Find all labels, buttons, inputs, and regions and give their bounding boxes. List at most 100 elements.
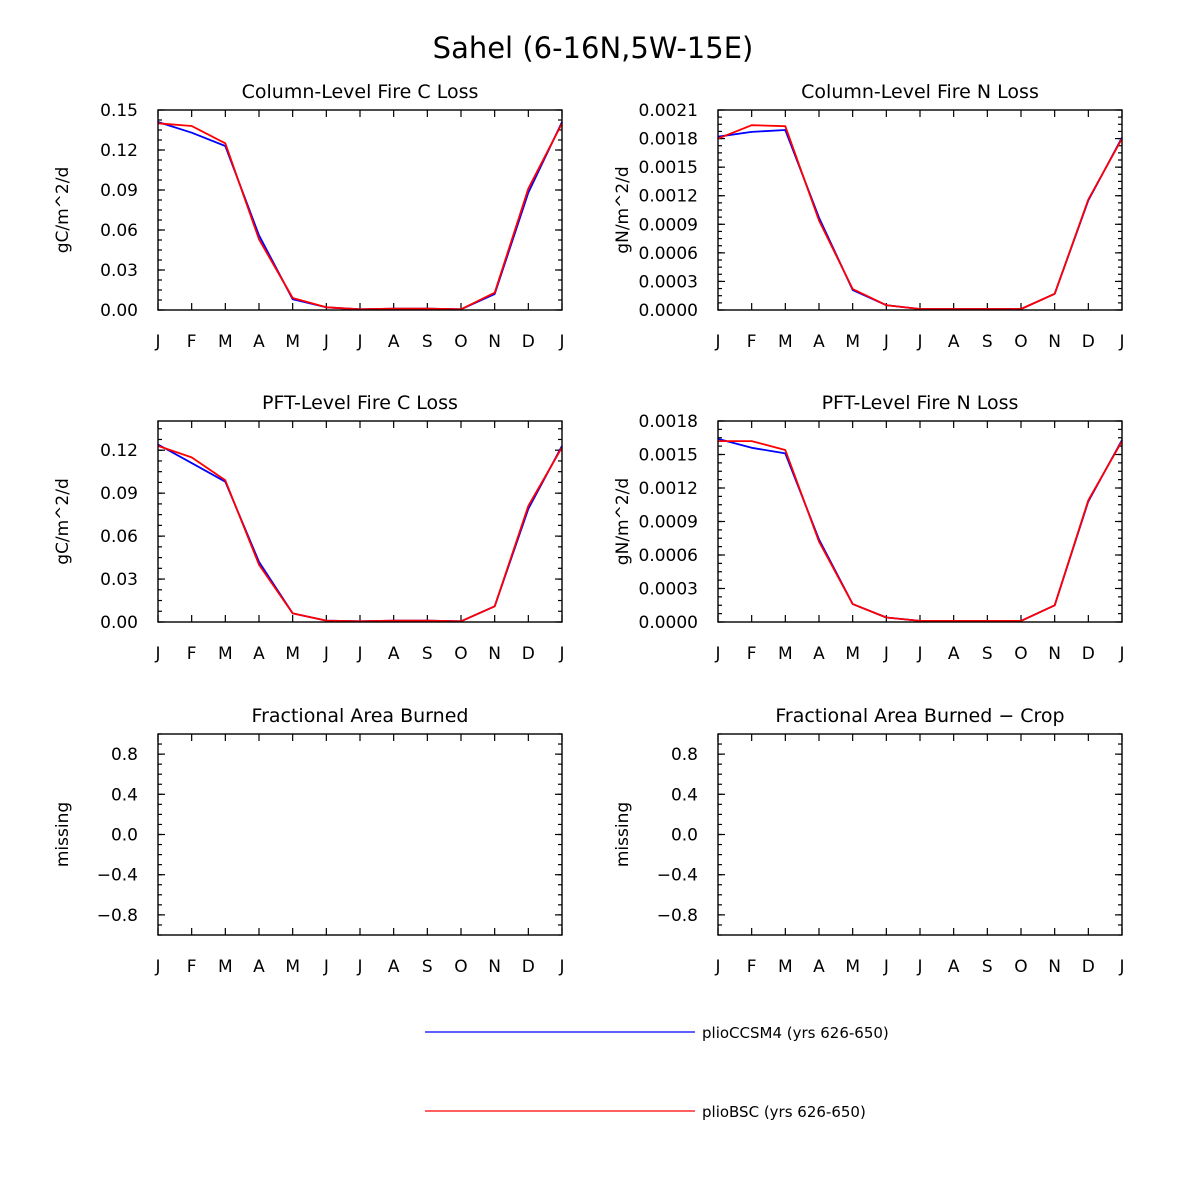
x-tick-label: J (323, 332, 329, 352)
x-tick-label: A (253, 957, 265, 977)
y-tick-label: 0.06 (100, 527, 138, 547)
y-tick-label: 0.8 (111, 745, 138, 765)
y-axis-label: gN/m^2/d (613, 166, 633, 253)
y-tick-label: −0.8 (97, 906, 138, 926)
series-line-plioccsm4 (717, 129, 1123, 310)
x-tick-label: A (948, 957, 960, 977)
x-tick-label: A (813, 332, 825, 352)
y-tick-label: 0.00 (100, 301, 138, 321)
y-tick-label: −0.4 (657, 866, 698, 886)
y-tick-label: 0.03 (100, 261, 138, 281)
y-tick-label: 0.15 (100, 101, 138, 121)
y-tick-label: 0.12 (100, 441, 138, 461)
x-tick-label: J (714, 332, 720, 352)
x-tick-label: F (747, 332, 757, 352)
x-tick-label: J (916, 957, 922, 977)
x-tick-label: D (1082, 957, 1095, 977)
series-line-plioccsm4 (157, 443, 563, 623)
x-tick-label: N (488, 644, 501, 664)
series-line-pliobsc (718, 440, 1123, 622)
plot-frame (717, 733, 1123, 936)
x-tick-label: A (388, 644, 400, 664)
x-tick-label: J (1118, 332, 1124, 352)
panel-1: J F M A M J J A S O N D J0.000.030.060.090.120.15Col… (53, 81, 565, 352)
panel-4: J F M A M J J A S O N D J0.00000.00030.00060.00090.0… (613, 392, 1125, 664)
series-line-plioccsm4 (717, 438, 1123, 622)
x-tick-label: J (323, 957, 329, 977)
x-tick-label: M (778, 332, 793, 352)
x-tick-label: O (1014, 957, 1027, 977)
legend-label-plioccsm4: plioCCSM4 (yrs 626-650) (702, 1024, 889, 1042)
panel-title: PFT-Level Fire N Loss (822, 392, 1019, 414)
x-tick-label: S (422, 957, 433, 977)
x-tick-label: O (1014, 332, 1027, 352)
y-tick-label: 0.0009 (639, 513, 698, 533)
plot-frame (157, 109, 563, 311)
y-axis-label: gN/m^2/d (613, 478, 633, 565)
x-tick-label: M (285, 332, 300, 352)
x-tick-label: J (558, 644, 564, 664)
panel-title: Fractional Area Burned (252, 705, 469, 727)
x-tick-label: S (422, 332, 433, 352)
x-tick-label: F (187, 332, 197, 352)
x-tick-label: N (1048, 957, 1061, 977)
panel-4-ticks (717, 420, 1123, 623)
plot-frame (717, 109, 1123, 311)
y-tick-label: 0.0012 (639, 479, 698, 499)
y-axis-label: missing (53, 802, 73, 867)
series-line-pliobsc (157, 445, 563, 623)
x-tick-label: M (778, 957, 793, 977)
y-tick-label: 0.0 (671, 826, 698, 846)
x-tick-label: A (388, 332, 400, 352)
x-tick-label: J (916, 332, 922, 352)
y-tick-label: 0.0006 (639, 546, 698, 566)
x-tick-label: J (714, 957, 720, 977)
x-tick-label: O (454, 332, 467, 352)
x-tick-label: F (747, 957, 757, 977)
y-tick-label: 0.0009 (639, 215, 698, 235)
x-tick-label: S (982, 644, 993, 664)
x-tick-label: S (982, 957, 993, 977)
x-tick-label: N (1048, 644, 1061, 664)
y-tick-label: 0.0015 (639, 158, 698, 178)
x-tick-label: S (422, 644, 433, 664)
y-tick-label: 0.06 (100, 221, 138, 241)
x-tick-label: A (948, 644, 960, 664)
y-tick-label: 0.8 (671, 745, 698, 765)
y-tick-label: 0.00 (100, 613, 138, 633)
x-tick-label: J (154, 332, 160, 352)
y-tick-label: −0.4 (97, 866, 138, 886)
figure-title: Sahel (6-16N,5W-15E) (433, 31, 754, 65)
x-tick-label: D (1082, 332, 1095, 352)
y-tick-label: 0.0006 (639, 244, 698, 264)
x-tick-label: A (388, 957, 400, 977)
panel-title: PFT-Level Fire C Loss (262, 392, 458, 414)
x-tick-label: O (1014, 644, 1027, 664)
legend: plioCCSM4 (yrs 626-650) plioBSC (yrs 626… (425, 1024, 889, 1121)
y-tick-label: 0.0018 (639, 130, 698, 150)
panels-group: J F M A M J J A S O N D J0.000.030.060.090.120.15Col… (53, 81, 1125, 977)
x-tick-label: J (558, 957, 564, 977)
y-tick-label: 0.0012 (639, 187, 698, 207)
x-tick-label: A (813, 644, 825, 664)
x-tick-label: J (356, 332, 362, 352)
y-tick-label: −0.8 (657, 906, 698, 926)
y-tick-label: 0.0015 (639, 446, 698, 466)
y-tick-label: 0.0000 (639, 613, 698, 633)
x-tick-label: J (916, 644, 922, 664)
x-tick-label: D (1082, 644, 1095, 664)
x-tick-label: M (218, 957, 233, 977)
x-tick-label: M (285, 644, 300, 664)
x-tick-label: S (982, 332, 993, 352)
x-tick-label: J (356, 644, 362, 664)
plot-frame (157, 733, 563, 936)
y-axis-label: gC/m^2/d (53, 167, 73, 254)
x-tick-label: O (454, 957, 467, 977)
x-tick-label: J (1118, 644, 1124, 664)
x-tick-label: A (253, 644, 265, 664)
x-tick-label: J (883, 332, 889, 352)
y-tick-label: 0.0003 (639, 272, 698, 292)
x-tick-label: F (747, 644, 757, 664)
y-tick-label: 0.09 (100, 181, 138, 201)
panel-title: Fractional Area Burned − Crop (775, 705, 1064, 727)
